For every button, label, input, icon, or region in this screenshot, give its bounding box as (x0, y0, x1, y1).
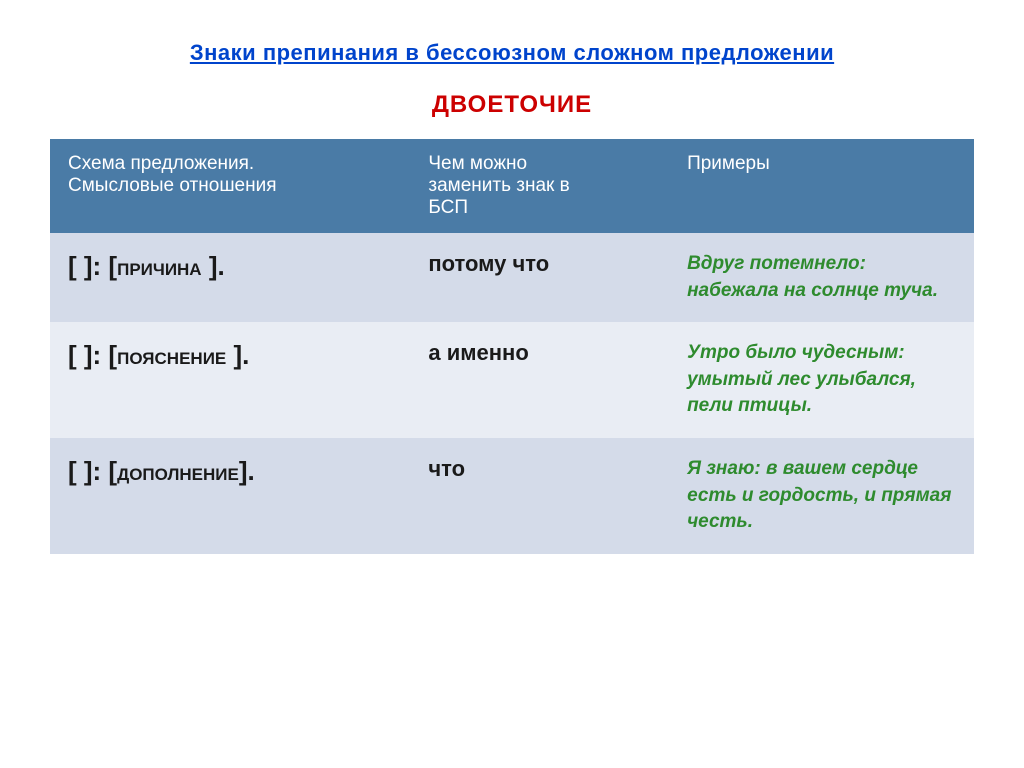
replacement-cell: потому что (410, 233, 669, 322)
schema-cell: [ ]: [пояснение ]. (50, 322, 410, 438)
header-examples: Примеры (669, 139, 974, 233)
example-cell: Утро было чудесным: умытый лес улыбался,… (669, 322, 974, 438)
replacement-cell: что (410, 438, 669, 554)
punctuation-table: Схема предложения. Смысловые отношения Ч… (50, 139, 974, 554)
table-row: [ ]: [причина ]. потому что Вдруг потемн… (50, 233, 974, 322)
example-cell: Я знаю: в вашем сердце есть и гордость, … (669, 438, 974, 554)
schema-cell: [ ]: [дополнение]. (50, 438, 410, 554)
page-title: Знаки препинания в бессоюзном сложном пр… (50, 40, 974, 66)
page-subtitle: ДВОЕТОЧИЕ (50, 91, 974, 119)
table-header-row: Схема предложения. Смысловые отношения Ч… (50, 139, 974, 233)
table-row: [ ]: [пояснение ]. а именно Утро было чу… (50, 322, 974, 438)
replacement-cell: а именно (410, 322, 669, 438)
table-row: [ ]: [дополнение]. что Я знаю: в вашем с… (50, 438, 974, 554)
header-schema: Схема предложения. Смысловые отношения (50, 139, 410, 233)
example-cell: Вдруг потемнело: набежала на солнце туча… (669, 233, 974, 322)
schema-cell: [ ]: [причина ]. (50, 233, 410, 322)
header-replacement: Чем можно заменить знак в БСП (410, 139, 669, 233)
